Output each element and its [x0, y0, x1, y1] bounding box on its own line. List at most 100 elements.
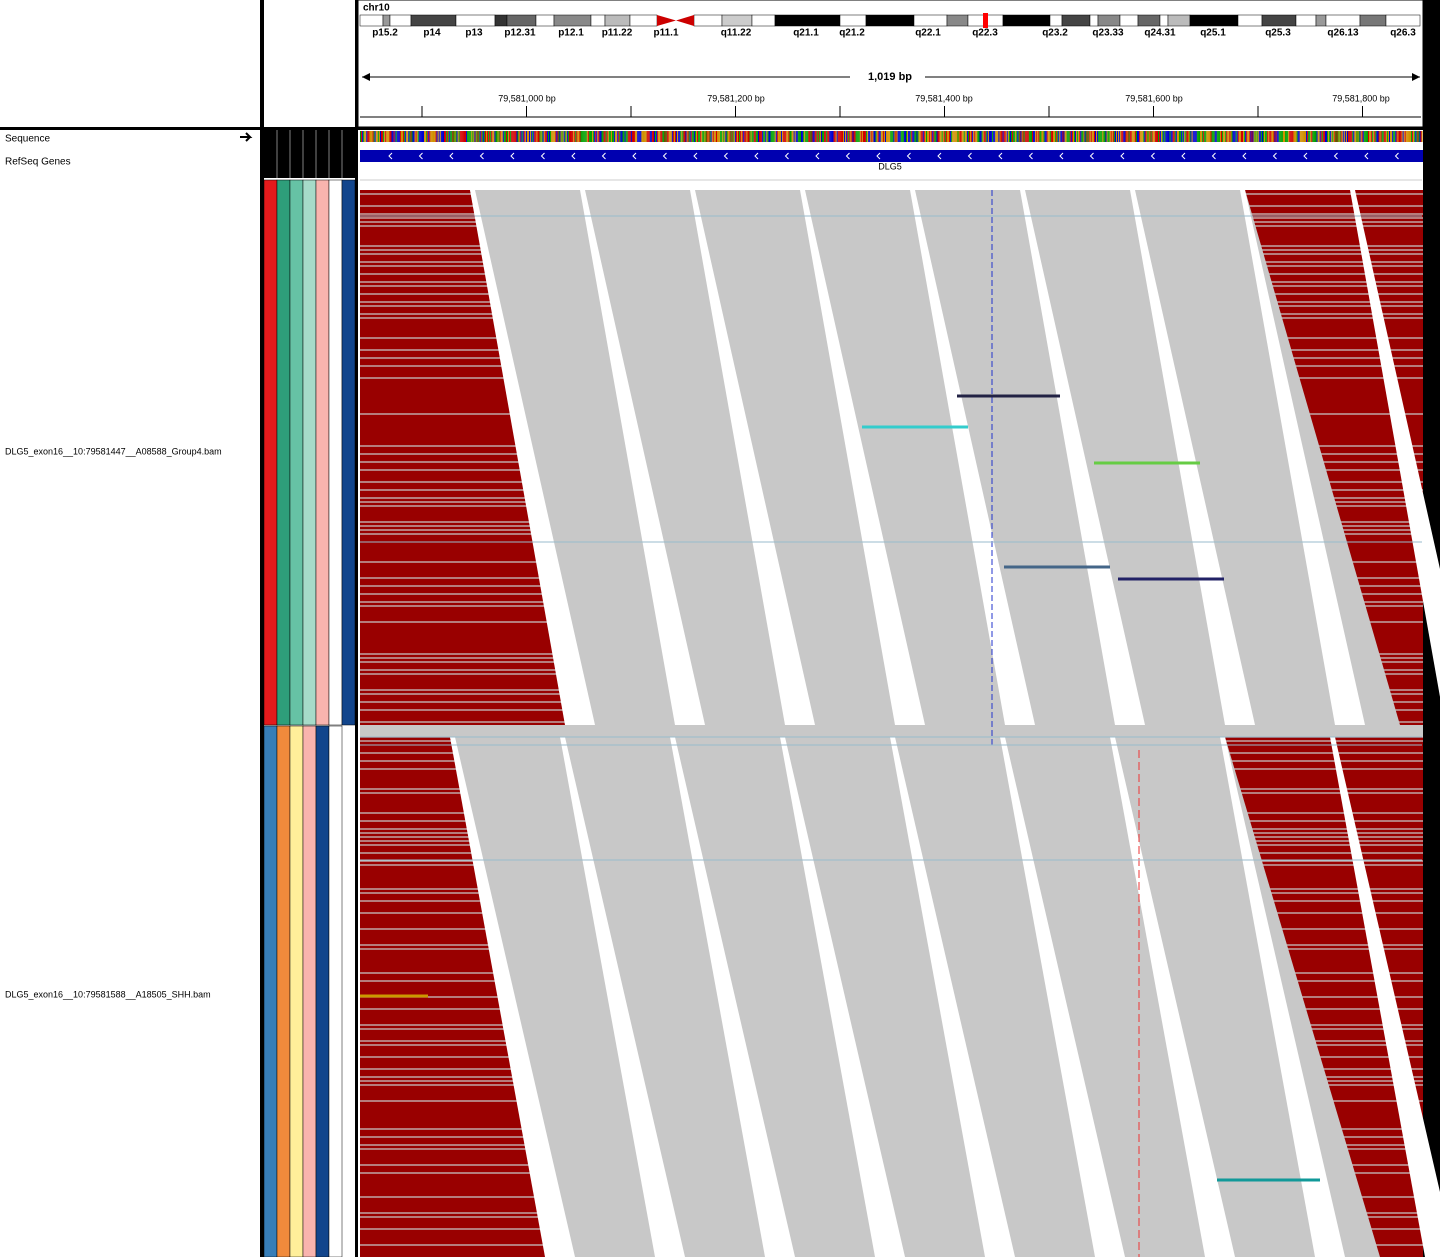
base — [823, 131, 825, 142]
base — [1251, 131, 1253, 142]
base — [897, 131, 899, 142]
base — [379, 131, 381, 142]
base — [1355, 131, 1357, 142]
base — [1123, 131, 1125, 142]
base — [597, 131, 599, 142]
cytoband — [382, 14, 391, 27]
base — [1171, 131, 1173, 142]
base — [496, 131, 498, 142]
base — [1027, 131, 1029, 142]
base — [1293, 131, 1295, 142]
base — [672, 131, 674, 142]
base — [994, 131, 996, 142]
base — [980, 131, 982, 142]
base — [974, 131, 976, 142]
base — [1090, 131, 1092, 142]
base — [1170, 131, 1172, 142]
base — [1017, 131, 1019, 142]
base — [690, 131, 692, 142]
base — [1421, 131, 1423, 142]
base — [1135, 131, 1137, 142]
base — [1273, 131, 1275, 142]
base — [1390, 131, 1392, 142]
base — [986, 131, 988, 142]
base — [1226, 131, 1228, 142]
chevron — [845, 152, 850, 160]
base — [681, 131, 683, 142]
base — [963, 131, 965, 142]
base — [985, 131, 987, 142]
base — [858, 131, 860, 142]
chevron — [571, 152, 576, 160]
base — [1386, 131, 1388, 142]
base — [751, 131, 753, 142]
base — [952, 131, 954, 142]
base — [1214, 131, 1216, 142]
base — [614, 131, 616, 142]
base — [736, 131, 738, 142]
base — [1379, 131, 1381, 142]
base — [1151, 131, 1153, 142]
base — [806, 131, 808, 142]
base — [563, 131, 565, 142]
base — [922, 131, 924, 142]
base — [1322, 131, 1324, 142]
base — [1195, 131, 1197, 142]
base — [859, 131, 861, 142]
base — [1167, 131, 1169, 142]
base — [1305, 131, 1307, 142]
base — [793, 131, 795, 142]
base — [818, 131, 820, 142]
cytoband-label: q24.31 — [1144, 28, 1176, 39]
base — [1006, 131, 1008, 142]
base — [1063, 131, 1065, 142]
base — [566, 131, 568, 142]
base — [1029, 131, 1031, 142]
base — [1184, 131, 1186, 142]
base — [469, 131, 471, 142]
base — [1069, 131, 1071, 142]
chevron — [1150, 152, 1155, 160]
base — [710, 131, 712, 142]
base — [887, 131, 889, 142]
base — [607, 131, 609, 142]
base — [613, 131, 615, 142]
base — [463, 131, 465, 142]
base — [780, 131, 782, 142]
base — [1248, 131, 1250, 142]
base — [683, 131, 685, 142]
base — [526, 131, 528, 142]
base — [1253, 131, 1255, 142]
base — [1005, 131, 1007, 142]
base — [1161, 131, 1163, 142]
cytoband — [1097, 14, 1121, 27]
chevron — [479, 152, 484, 160]
base — [441, 131, 443, 142]
position-label: 79,581,400 bp — [915, 93, 973, 103]
base — [824, 131, 826, 142]
base — [1036, 131, 1038, 142]
base — [413, 131, 415, 142]
base — [507, 131, 509, 142]
base — [657, 131, 659, 142]
base — [1244, 131, 1246, 142]
base — [586, 131, 588, 142]
cytoband-label: q22.3 — [972, 28, 998, 39]
base — [479, 131, 481, 142]
base — [1011, 131, 1013, 142]
base — [960, 131, 962, 142]
base — [1301, 131, 1303, 142]
cytoband — [535, 14, 555, 27]
base — [705, 131, 707, 142]
base — [1280, 131, 1282, 142]
base — [773, 131, 775, 142]
base — [1038, 131, 1040, 142]
base — [982, 131, 984, 142]
base — [809, 131, 811, 142]
base — [837, 131, 839, 142]
base — [513, 131, 515, 142]
base — [1134, 131, 1136, 142]
base — [1206, 131, 1208, 142]
base — [949, 131, 951, 142]
base — [1054, 131, 1056, 142]
